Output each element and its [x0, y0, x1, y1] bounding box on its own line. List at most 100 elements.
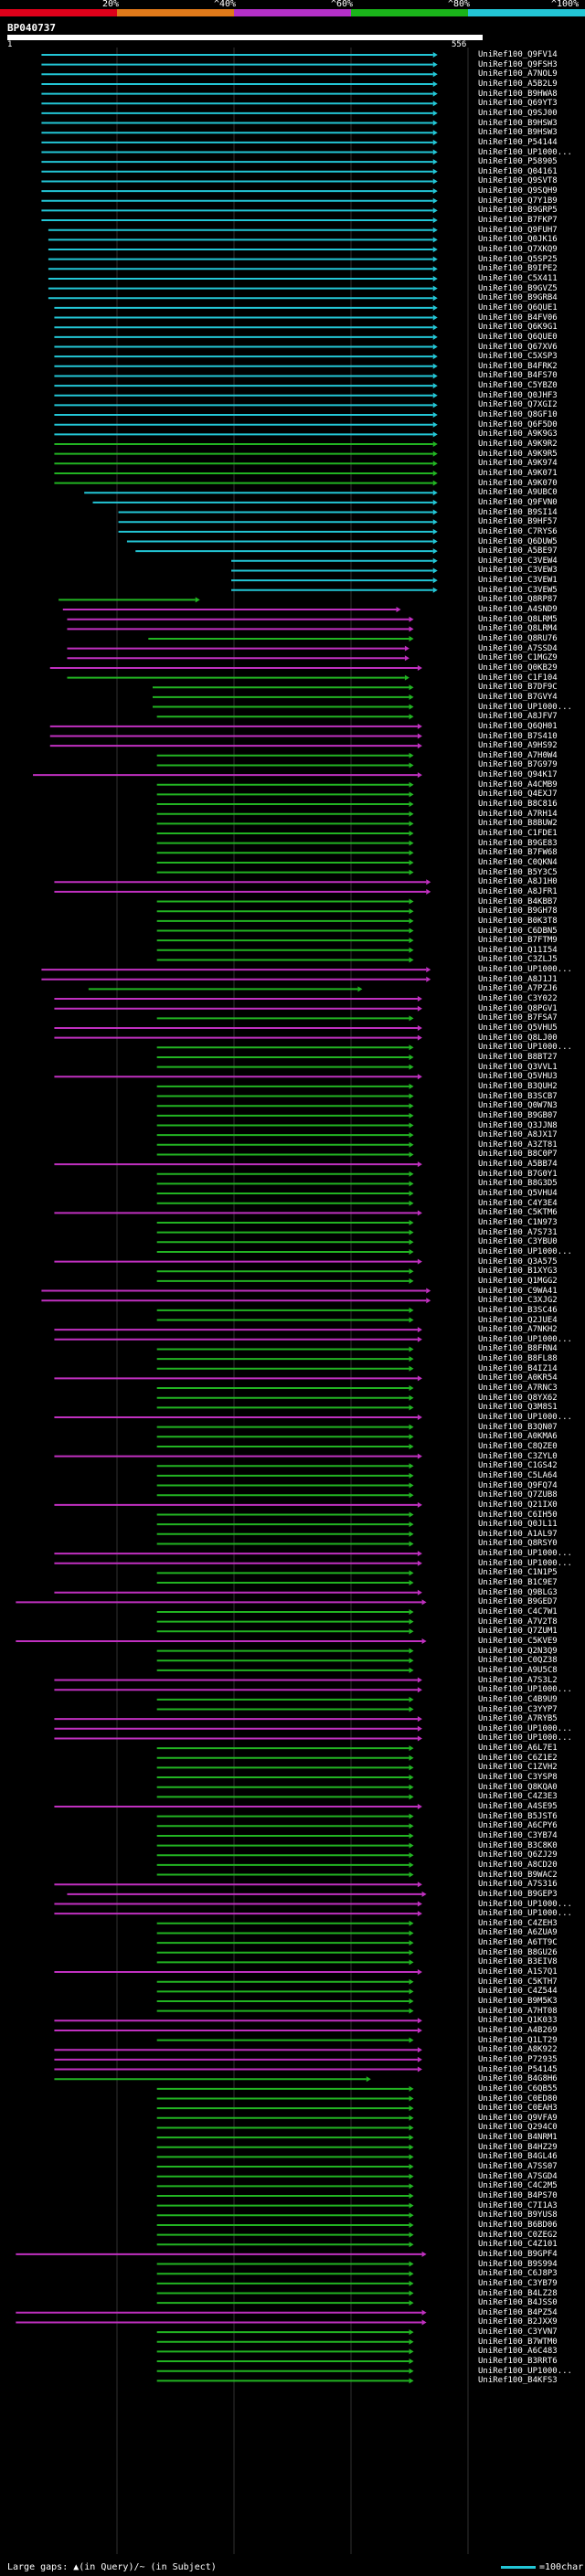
hit-track[interactable] — [156, 2144, 414, 2150]
hit-label[interactable]: UniRef100_C4C7W1 — [478, 1607, 558, 1617]
hit-track[interactable] — [54, 1882, 422, 1888]
hit-track[interactable] — [156, 1842, 414, 1849]
hit-label[interactable]: UniRef100_B8C0P7 — [478, 1150, 558, 1160]
hit-track[interactable] — [156, 1618, 414, 1625]
hit-label[interactable]: UniRef100_B4LZ28 — [478, 2288, 558, 2298]
hit-label[interactable]: UniRef100_B4FS70 — [478, 371, 558, 381]
hit-label[interactable]: UniRef100_Q69YT3 — [478, 99, 558, 109]
hit-track[interactable] — [54, 392, 438, 398]
hit-label[interactable]: UniRef100_UP1000... — [478, 2366, 572, 2376]
hit-label[interactable]: UniRef100_Q9FVN0 — [478, 497, 558, 507]
hit-label[interactable]: UniRef100_Q8GF10 — [478, 410, 558, 420]
hit-label[interactable]: UniRef100_Q6K9G1 — [478, 323, 558, 333]
hit-track[interactable] — [156, 1122, 414, 1129]
hit-track[interactable] — [41, 197, 438, 204]
hit-label[interactable]: UniRef100_Q8LRM4 — [478, 624, 558, 634]
hit-track[interactable] — [156, 1648, 414, 1654]
hit-label[interactable]: UniRef100_A7RH14 — [478, 809, 558, 819]
hit-label[interactable]: UniRef100_B0K3T8 — [478, 916, 558, 926]
hit-track[interactable] — [54, 1210, 422, 1216]
hit-track[interactable] — [54, 1453, 422, 1459]
hit-label[interactable]: UniRef100_Q9SVT8 — [478, 176, 558, 186]
hit-track[interactable] — [156, 2348, 414, 2355]
hit-track[interactable] — [54, 383, 438, 389]
hit-track[interactable] — [48, 266, 438, 272]
hit-label[interactable]: UniRef100_A4B269 — [478, 2025, 558, 2035]
hit-track[interactable] — [41, 1298, 431, 1304]
hit-track[interactable] — [41, 101, 438, 107]
hit-track[interactable] — [156, 1492, 414, 1499]
hit-track[interactable] — [48, 285, 438, 292]
hit-track[interactable] — [156, 791, 414, 798]
hit-label[interactable]: UniRef100_UP1000... — [478, 965, 572, 975]
hit-label[interactable]: UniRef100_C1ZVH2 — [478, 1763, 558, 1773]
hit-label[interactable]: UniRef100_UP1000... — [478, 702, 572, 712]
hit-track[interactable] — [156, 1064, 414, 1070]
hit-label[interactable]: UniRef100_Q67XV6 — [478, 342, 558, 352]
hit-label[interactable]: UniRef100_Q294C0 — [478, 2123, 558, 2133]
hit-label[interactable]: UniRef100_Q6ZJ29 — [478, 1850, 558, 1860]
hit-track[interactable] — [156, 2368, 414, 2374]
hit-track[interactable] — [67, 1891, 427, 1897]
hit-label[interactable]: UniRef100_B8C816 — [478, 800, 558, 810]
hit-track[interactable] — [54, 1034, 422, 1041]
hit-track[interactable] — [156, 1229, 414, 1235]
hit-track[interactable] — [84, 490, 438, 496]
hit-track[interactable] — [54, 1677, 422, 1683]
hit-track[interactable] — [156, 1472, 414, 1479]
hit-label[interactable]: UniRef100_B9WAC2 — [478, 1870, 558, 1880]
hit-track[interactable] — [156, 1988, 414, 1995]
hit-label[interactable]: UniRef100_A8J1J1 — [478, 974, 558, 984]
hit-label[interactable]: UniRef100_B9GE83 — [478, 838, 558, 848]
hit-label[interactable]: UniRef100_A8J1H0 — [478, 877, 558, 887]
hit-track[interactable] — [16, 2251, 427, 2257]
hit-track[interactable] — [48, 256, 438, 262]
hit-track[interactable] — [156, 1181, 414, 1187]
hit-label[interactable]: UniRef100_Q9FV14 — [478, 50, 558, 59]
hit-label[interactable]: UniRef100_Q7ZUB8 — [478, 1490, 558, 1500]
hit-track[interactable] — [156, 1434, 414, 1440]
hit-track[interactable] — [41, 976, 431, 982]
hit-label[interactable]: UniRef100_B9HF57 — [478, 517, 558, 527]
hit-label[interactable]: UniRef100_A9U5C8 — [478, 1665, 558, 1675]
hit-label[interactable]: UniRef100_UP1000... — [478, 147, 572, 157]
hit-track[interactable] — [156, 781, 414, 788]
hit-label[interactable]: UniRef100_B9M5K3 — [478, 1997, 558, 2006]
hit-label[interactable]: UniRef100_Q3JJN8 — [478, 1120, 558, 1130]
hit-label[interactable]: UniRef100_Q8RP87 — [478, 595, 558, 605]
hit-label[interactable]: UniRef100_B9GED7 — [478, 1597, 558, 1607]
hit-label[interactable]: UniRef100_Q8RSY0 — [478, 1539, 558, 1549]
hit-track[interactable] — [231, 567, 438, 574]
hit-label[interactable]: UniRef100_C6Z1E2 — [478, 1753, 558, 1763]
hit-label[interactable]: UniRef100_B8GU26 — [478, 1947, 558, 1957]
hit-track[interactable] — [54, 441, 438, 447]
hit-label[interactable]: UniRef100_Q8PGV1 — [478, 1003, 558, 1013]
hit-label[interactable]: UniRef100_A7NKH2 — [478, 1325, 558, 1335]
hit-label[interactable]: UniRef100_Q6QH01 — [478, 721, 558, 731]
hit-track[interactable] — [156, 1239, 414, 1246]
hit-label[interactable]: UniRef100_C1FDE1 — [478, 829, 558, 838]
hit-label[interactable]: UniRef100_A6TT9C — [478, 1938, 558, 1948]
hit-label[interactable]: UniRef100_C6IH50 — [478, 1510, 558, 1520]
hit-track[interactable] — [135, 548, 438, 555]
hit-track[interactable] — [49, 743, 422, 749]
hit-label[interactable]: UniRef100_B9SI14 — [478, 507, 558, 517]
hit-track[interactable] — [54, 1551, 422, 1557]
hit-label[interactable]: UniRef100_C0QKN4 — [478, 857, 558, 867]
hit-track[interactable] — [156, 1083, 414, 1089]
hit-track[interactable] — [156, 2085, 414, 2092]
hit-track[interactable] — [156, 1521, 414, 1528]
hit-label[interactable]: UniRef100_A7S731 — [478, 1227, 558, 1237]
hit-track[interactable] — [54, 1025, 422, 1031]
hit-label[interactable]: UniRef100_C3VEW1 — [478, 576, 558, 586]
hit-track[interactable] — [156, 1268, 414, 1275]
hit-label[interactable]: UniRef100_B7G0Y1 — [478, 1169, 558, 1179]
hit-track[interactable] — [156, 1775, 414, 1781]
hit-track[interactable] — [156, 1112, 414, 1118]
hit-label[interactable]: UniRef100_C6DBN5 — [478, 926, 558, 936]
hit-track[interactable] — [156, 2242, 414, 2248]
hit-label[interactable]: UniRef100_C3YBU0 — [478, 1237, 558, 1247]
hit-label[interactable]: UniRef100_A7S316 — [478, 1880, 558, 1890]
hit-label[interactable]: UniRef100_C4B9U9 — [478, 1694, 558, 1704]
hit-track[interactable] — [156, 1463, 414, 1469]
